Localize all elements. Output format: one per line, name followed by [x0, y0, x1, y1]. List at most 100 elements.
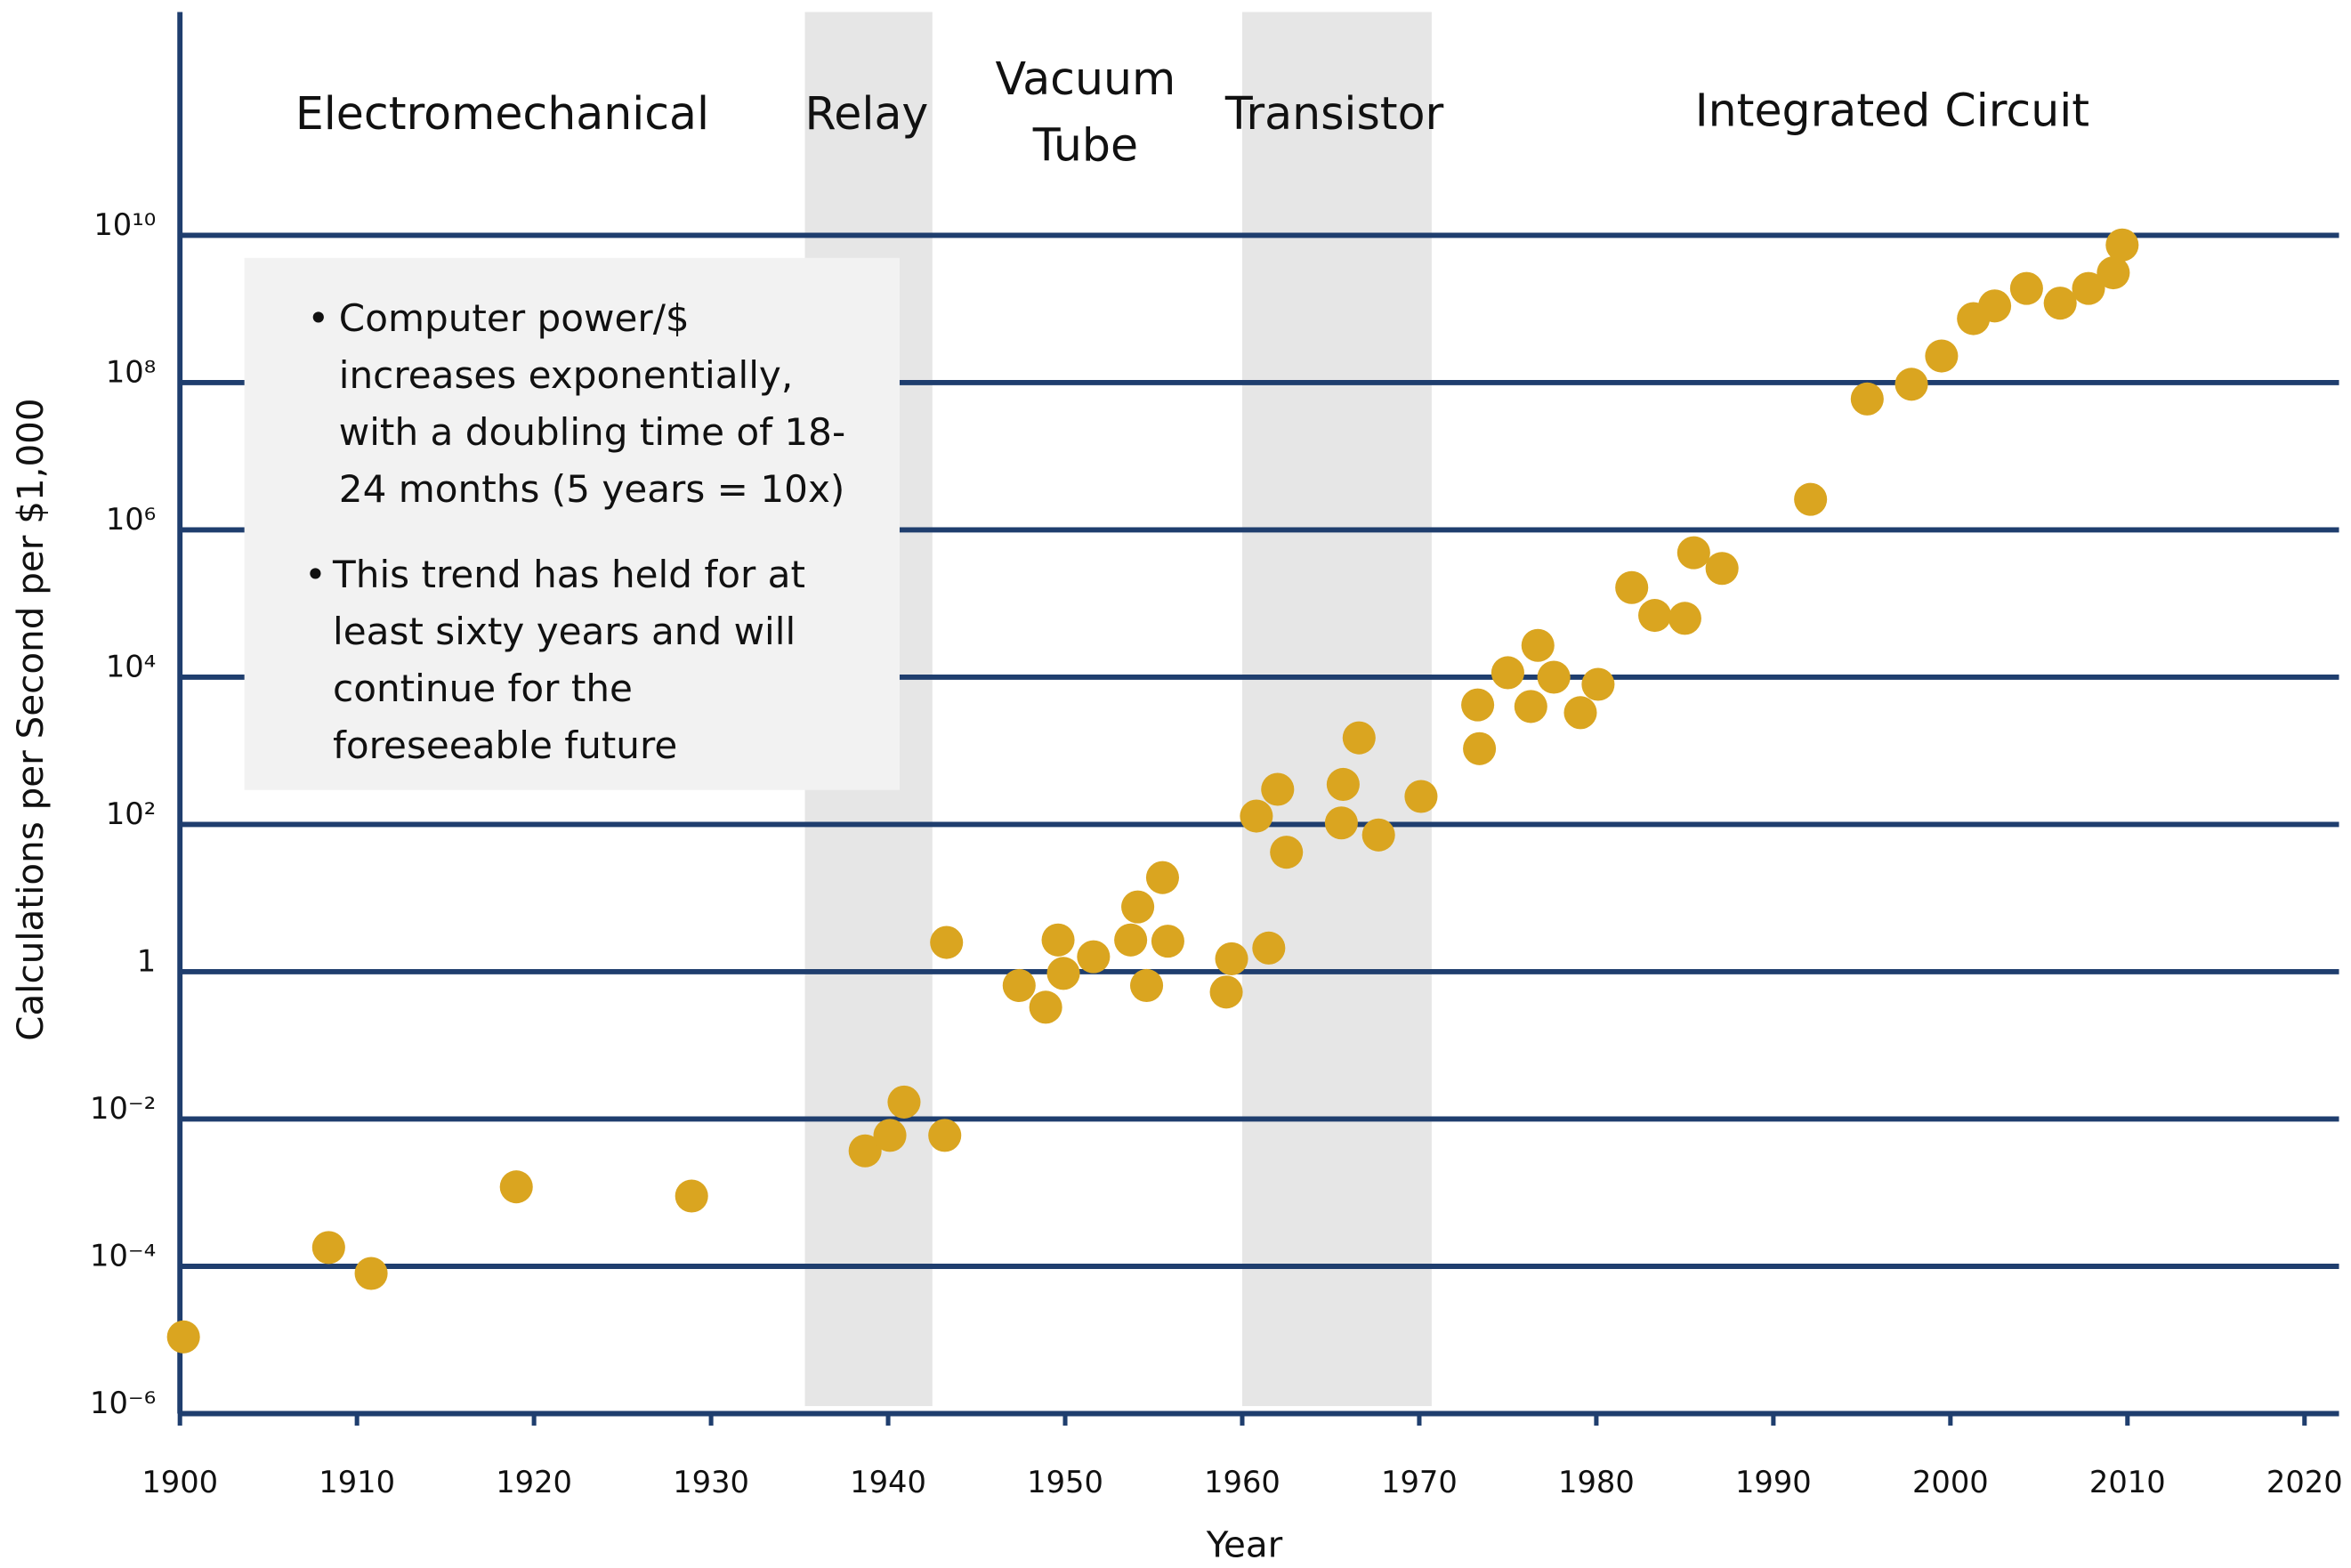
y-tick-label: 10¹⁰ — [93, 207, 156, 242]
era-label: Vacuum — [996, 53, 1176, 105]
data-point — [928, 1119, 962, 1152]
note-line: Computer power/$ — [339, 296, 690, 340]
data-point — [1151, 925, 1184, 958]
data-point — [1046, 957, 1080, 990]
data-point — [1252, 931, 1286, 965]
data-point — [1676, 536, 1710, 570]
x-tick-label: 2000 — [1912, 1465, 1989, 1499]
note-line: least sixty years and will — [333, 610, 796, 653]
data-point — [873, 1119, 907, 1152]
data-point — [1638, 599, 1672, 633]
data-point — [1705, 552, 1739, 586]
era-label: Electromechanical — [295, 87, 709, 140]
data-point — [1978, 289, 2012, 323]
data-point — [1615, 570, 1649, 604]
data-point — [1029, 990, 1062, 1024]
data-point — [1537, 660, 1571, 694]
data-point — [1361, 818, 1395, 852]
x-axis-title: Year — [1206, 1523, 1283, 1565]
era-label: Transistor — [1224, 87, 1444, 140]
bullet: • — [304, 553, 327, 596]
era-band — [1241, 12, 1432, 1407]
y-tick-label: 10⁴ — [106, 649, 156, 683]
data-point — [1404, 780, 1438, 813]
x-tick-label: 1980 — [1558, 1465, 1635, 1499]
data-point — [1491, 656, 1524, 690]
data-point — [848, 1134, 882, 1168]
data-point — [1668, 602, 1701, 635]
y-tick-label: 10⁶ — [106, 502, 156, 537]
note-box — [244, 257, 900, 790]
data-point — [1342, 721, 1376, 755]
note-line: increases exponentially, — [339, 353, 793, 397]
data-point — [1145, 861, 1179, 894]
data-point — [1794, 482, 1828, 516]
bands — [804, 12, 1432, 1407]
y-tick-label: 1 — [137, 943, 156, 978]
x-tick-label: 1900 — [141, 1465, 218, 1499]
data-point — [1581, 667, 1615, 701]
note-line: continue for the — [333, 667, 633, 710]
data-point — [930, 925, 964, 959]
data-point — [1850, 382, 1884, 416]
data-point — [1114, 923, 1148, 957]
x-tick-label: 1930 — [673, 1465, 749, 1499]
data-point — [1521, 628, 1555, 662]
x-tick-label: 1920 — [496, 1465, 572, 1499]
data-point — [311, 1231, 345, 1265]
data-point — [1041, 923, 1075, 957]
x-tick-label: 1960 — [1204, 1465, 1281, 1499]
y-tick-label: 10² — [106, 796, 156, 831]
data-point — [166, 1320, 200, 1354]
y-tick-label: 10⁸ — [106, 354, 156, 389]
data-point — [2097, 256, 2130, 290]
y-tick-label: 10⁻² — [90, 1091, 156, 1126]
bullet: • — [307, 296, 329, 340]
y-tick-label: 10⁻⁴ — [90, 1238, 156, 1273]
foreground: Electromechanical Relay Vacuum Tube Transist… — [90, 53, 2343, 1499]
note-line: 24 months (5 years = 10x) — [339, 467, 845, 511]
x-tick-label: 1910 — [319, 1465, 395, 1499]
data-point — [1121, 890, 1155, 924]
data-point — [1261, 772, 1295, 806]
era-label: Integrated Circuit — [1695, 85, 2089, 137]
note-line: This trend has held for at — [332, 553, 805, 596]
x-tick-label: 2020 — [2266, 1465, 2343, 1499]
x-tick-label: 2010 — [2089, 1465, 2166, 1499]
data-point — [2043, 287, 2077, 320]
x-tick-label: 1970 — [1381, 1465, 1458, 1499]
data-point — [1461, 688, 1495, 722]
era-label: Tube — [1032, 118, 1138, 171]
data-point — [1324, 806, 1358, 840]
data-point — [1209, 975, 1243, 1009]
data-point — [1130, 968, 1164, 1002]
y-tick-label: 10⁻⁶ — [90, 1386, 156, 1420]
note-line: with a doubling time of 18- — [339, 410, 845, 454]
data-point — [2009, 271, 2043, 305]
data-point — [1514, 690, 1547, 723]
x-tick-label: 1990 — [1735, 1465, 1812, 1499]
data-point — [1326, 767, 1360, 801]
data-point — [1463, 731, 1497, 765]
y-axis-title: Calculations per Second per $1,000 — [9, 398, 52, 1040]
x-tick-label: 1950 — [1027, 1465, 1103, 1499]
data-point — [1563, 696, 1597, 730]
data-point — [1925, 339, 1959, 373]
data-point — [1270, 836, 1304, 869]
data-point — [499, 1170, 533, 1204]
data-point — [675, 1179, 708, 1213]
data-point — [2072, 271, 2105, 305]
data-point — [1215, 942, 1248, 975]
data-point — [887, 1085, 921, 1119]
era-label: Relay — [804, 87, 928, 140]
data-point — [1895, 368, 1928, 401]
x-tick-label: 1940 — [850, 1465, 926, 1499]
data-point — [1002, 968, 1036, 1002]
data-point — [2105, 228, 2139, 262]
data-point — [354, 1257, 388, 1290]
note-line: foreseeable future — [333, 723, 677, 767]
data-point — [1240, 799, 1273, 833]
data-point — [1077, 940, 1111, 974]
